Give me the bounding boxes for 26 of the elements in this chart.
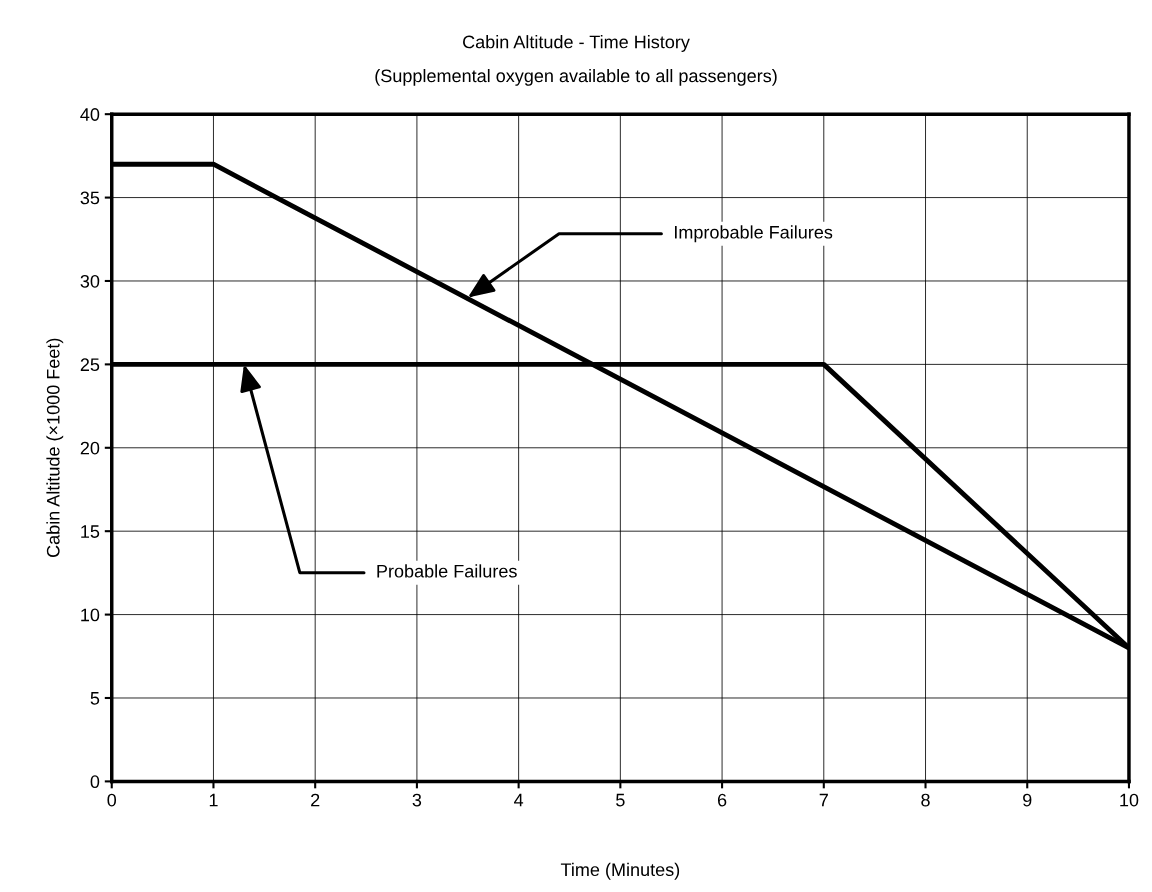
- chart-subtitle: (Supplemental oxygen available to all passengers): [375, 68, 777, 86]
- x-tick-label: 8: [921, 793, 930, 807]
- x-tick-label: 5: [616, 793, 625, 807]
- annotation: Improbable Failures: [674, 225, 833, 243]
- y-tick-label: 25: [80, 358, 100, 372]
- x-tick-label: 1: [209, 793, 218, 807]
- x-axis-title: Time (Minutes): [560, 862, 680, 880]
- x-tick-label: 4: [514, 793, 524, 807]
- y-tick-label: 35: [80, 191, 100, 205]
- y-axis-title: Cabin Altitude (×1000 Feet): [46, 338, 64, 558]
- x-tick-label: 10: [1120, 793, 1139, 807]
- annotation: Probable Failures: [377, 564, 517, 578]
- y-tick-label: 5: [90, 692, 100, 705]
- chart-title: Cabin Altitude - Time History: [463, 35, 690, 52]
- x-tick-label: 7: [819, 793, 828, 807]
- y-tick-label: 10: [81, 608, 100, 622]
- x-tick-label: 2: [311, 793, 320, 807]
- y-tick-label: 0: [90, 775, 100, 789]
- x-tick-label: 9: [1023, 793, 1032, 807]
- x-tick-label: 3: [412, 793, 422, 807]
- y-tick-label: 40: [80, 108, 100, 121]
- x-tick-label: 0: [107, 793, 117, 807]
- y-tick-label: 15: [81, 525, 100, 538]
- x-tick-label: 6: [717, 793, 727, 807]
- y-tick-label: 30: [80, 274, 100, 288]
- y-tick-label: 20: [80, 441, 100, 455]
